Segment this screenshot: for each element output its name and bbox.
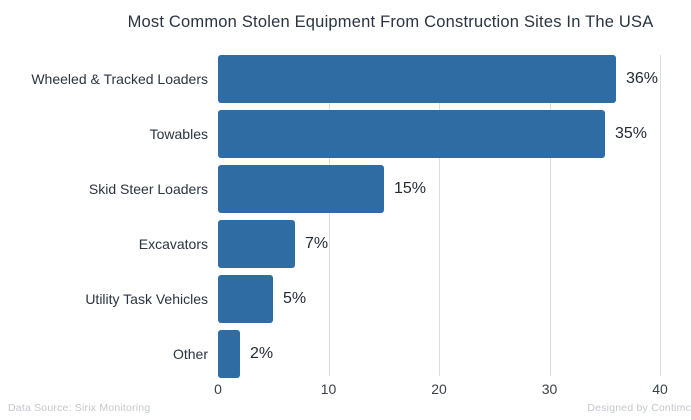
x-tick-label-20: 20 xyxy=(431,381,447,397)
bar xyxy=(218,330,240,378)
data-source-note: Data Source: Sirix Monitoring xyxy=(8,402,151,414)
bar xyxy=(218,55,616,103)
value-label: 2% xyxy=(250,345,274,362)
category-label: Wheeled & Tracked Loaders xyxy=(31,71,208,87)
gridline-x-20 xyxy=(439,55,440,376)
category-label: Excavators xyxy=(138,236,208,252)
category-label: Towables xyxy=(149,126,208,142)
x-tick-label-40: 40 xyxy=(652,381,668,397)
value-label: 7% xyxy=(305,235,329,252)
designer-credit-note: Designed by Contimc xyxy=(587,402,691,414)
gridline-x-10 xyxy=(329,55,330,376)
category-label: Other xyxy=(172,346,208,362)
value-label: 35% xyxy=(615,125,648,142)
bar xyxy=(218,220,295,268)
x-tick-label-30: 30 xyxy=(541,381,558,397)
gridline-x-30 xyxy=(550,55,551,376)
gridline-x-40 xyxy=(660,55,661,376)
category-label: Utility Task Vehicles xyxy=(85,291,208,307)
value-label: 36% xyxy=(626,70,659,87)
bar xyxy=(218,110,605,158)
bar xyxy=(218,165,384,213)
value-label: 15% xyxy=(394,180,427,197)
x-tick-label-10: 10 xyxy=(320,381,337,397)
value-label: 5% xyxy=(283,290,307,307)
plot-area: Wheeled & Tracked Loaders 36% Towables 35% S… xyxy=(31,55,661,378)
x-tick-label-0: 0 xyxy=(214,381,222,397)
bar xyxy=(218,275,273,323)
chart-title: Most Common Stolen Equipment From Constr… xyxy=(127,13,654,31)
category-label: Skid Steer Loaders xyxy=(88,181,208,197)
